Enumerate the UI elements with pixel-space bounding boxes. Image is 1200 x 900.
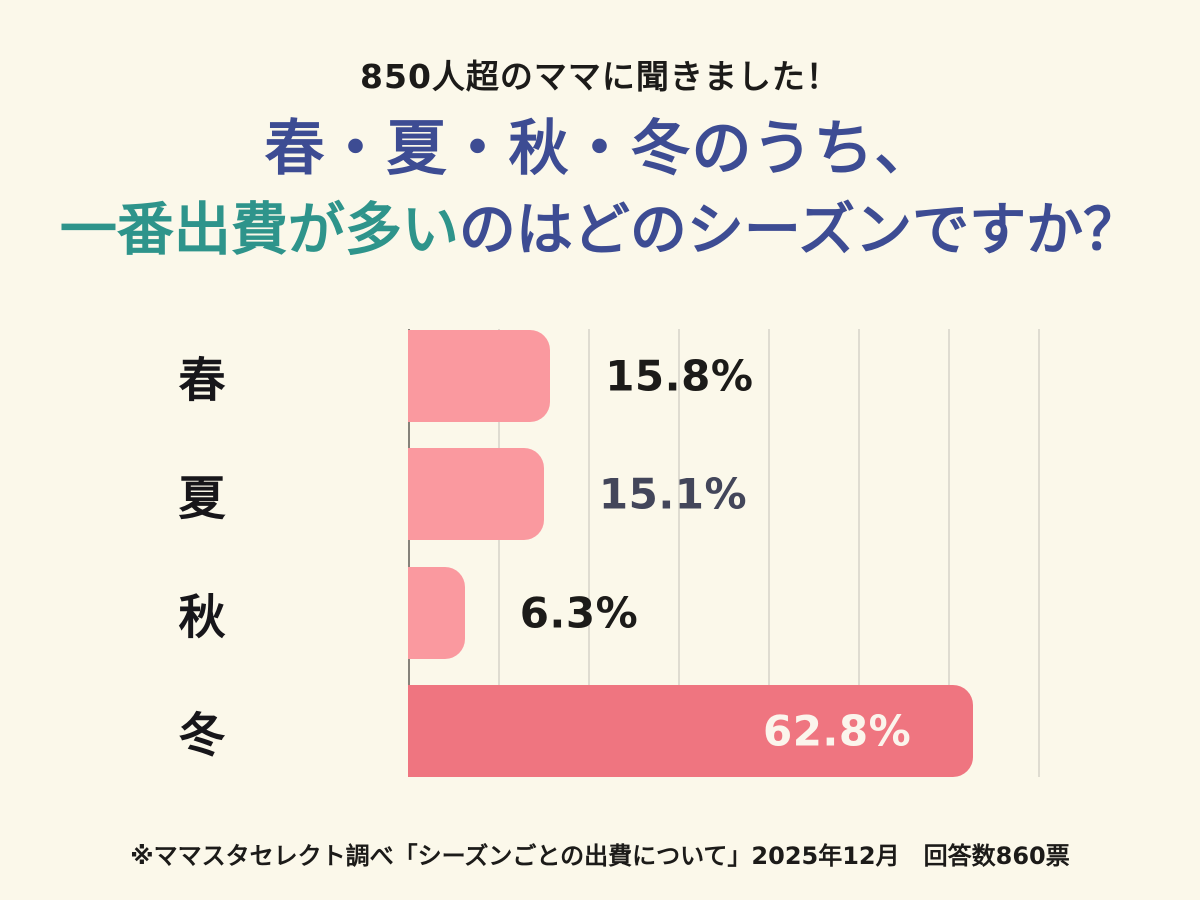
- category-label-summer: 夏: [178, 471, 226, 527]
- bar-winter: 62.8%: [408, 685, 974, 777]
- chart-title-rest: のはどのシーズンですか？: [458, 196, 1141, 263]
- chart-title-line1: 春・夏・秋・冬のうち、: [264, 114, 936, 184]
- chart-title: 春・夏・秋・冬のうち、 一番出費が多いのはどのシーズンですか？: [0, 108, 1200, 269]
- gridline: [498, 329, 500, 777]
- chart-row-spring: 春 15.8%: [0, 330, 1200, 422]
- chart-supertitle: 850人超のママに聞きました！: [360, 57, 840, 96]
- chart-title-line2: 一番出費が多いのはどのシーズンですか？: [0, 191, 1200, 270]
- chart-row-autumn: 秋 6.3%: [0, 567, 1200, 659]
- value-label-spring: 15.8%: [605, 351, 754, 401]
- chart-row-summer: 夏 15.1%: [0, 448, 1200, 540]
- source-note: ※ママスタセレクト調べ「シーズンごとの出費について」2025年12月 回答数86…: [130, 842, 1070, 870]
- gridline: [948, 329, 950, 777]
- category-label-autumn: 秋: [178, 590, 226, 646]
- value-label-summer: 15.1%: [598, 469, 748, 519]
- gridline: [768, 329, 770, 777]
- chart-row-winter: 冬 62.8%: [0, 685, 1200, 777]
- bar-summer: 15.1%: [408, 448, 747, 540]
- bar-spring: 15.8%: [408, 330, 753, 422]
- category-label-spring: 春: [178, 353, 226, 409]
- value-label-autumn: 6.3%: [519, 588, 639, 638]
- axis-line: [408, 329, 410, 777]
- chart-title-highlight: 一番出費が多い: [59, 196, 459, 263]
- bar-autumn: 6.3%: [408, 567, 638, 659]
- gridline: [678, 329, 680, 777]
- value-label-winter: 62.8%: [762, 706, 912, 756]
- gridline: [588, 329, 590, 777]
- gridline: [1038, 329, 1040, 777]
- category-label-winter: 冬: [178, 708, 226, 764]
- gridline: [858, 329, 860, 777]
